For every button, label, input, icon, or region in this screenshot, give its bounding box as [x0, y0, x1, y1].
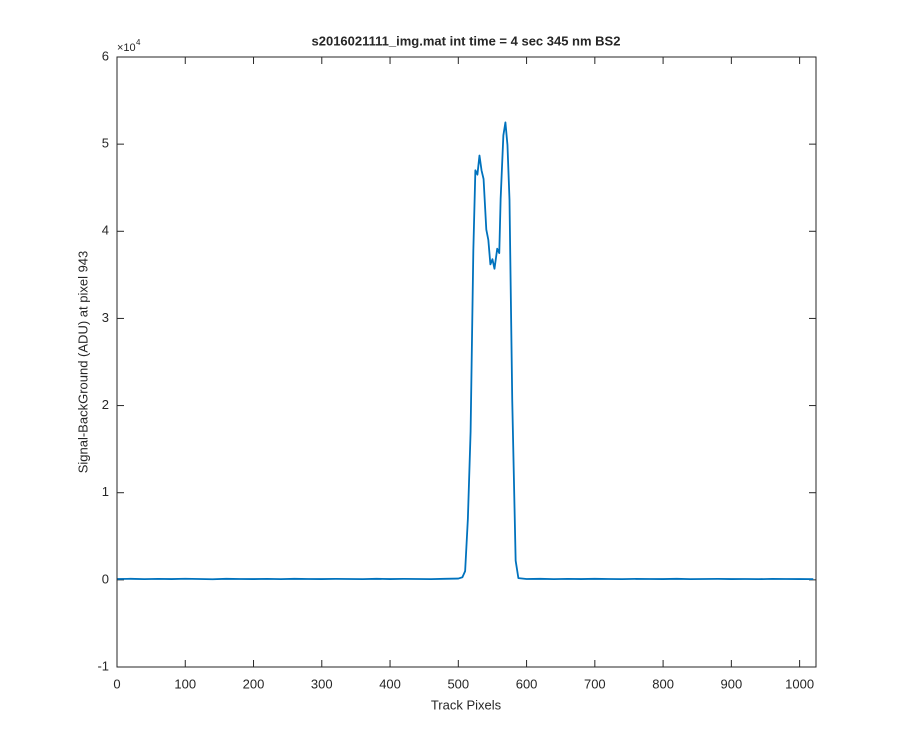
axes-box	[116, 56, 817, 668]
y-tick-label: 0	[102, 571, 109, 586]
y-tick-label: 6	[102, 48, 109, 63]
x-tick-label: 900	[721, 676, 743, 691]
chart-title: s2016021111_img.mat int time = 4 sec 345…	[312, 33, 621, 48]
y-tick-label: 2	[102, 397, 109, 412]
y-tick-label: 4	[102, 223, 109, 238]
x-tick-label: 400	[379, 676, 401, 691]
y-tick-label: -1	[97, 658, 109, 673]
y-tick-label: 5	[102, 136, 109, 151]
x-tick-label: 200	[243, 676, 265, 691]
y-scale-exponent: 4	[136, 38, 141, 47]
x-tick-label: 300	[311, 676, 333, 691]
x-tick-label: 0	[113, 676, 120, 691]
y-axis-label: Signal-BackGround (ADU) at pixel 943	[75, 251, 90, 474]
x-tick-label: 700	[584, 676, 606, 691]
data-line	[116, 121, 814, 581]
x-axis-label: Track Pixels	[431, 697, 502, 712]
y-tick-label: 1	[102, 484, 109, 499]
x-tick-label: 800	[652, 676, 674, 691]
x-tick-label: 1000	[785, 676, 814, 691]
x-tick-label: 100	[174, 676, 196, 691]
x-tick-label: 500	[447, 676, 469, 691]
y-tick-label: 3	[102, 310, 109, 325]
y-scale-label: ×10	[117, 42, 136, 54]
x-tick-label: 600	[516, 676, 538, 691]
